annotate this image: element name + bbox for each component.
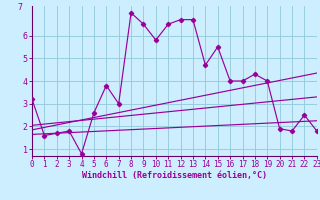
X-axis label: Windchill (Refroidissement éolien,°C): Windchill (Refroidissement éolien,°C) <box>82 171 267 180</box>
Text: 7: 7 <box>17 3 22 12</box>
